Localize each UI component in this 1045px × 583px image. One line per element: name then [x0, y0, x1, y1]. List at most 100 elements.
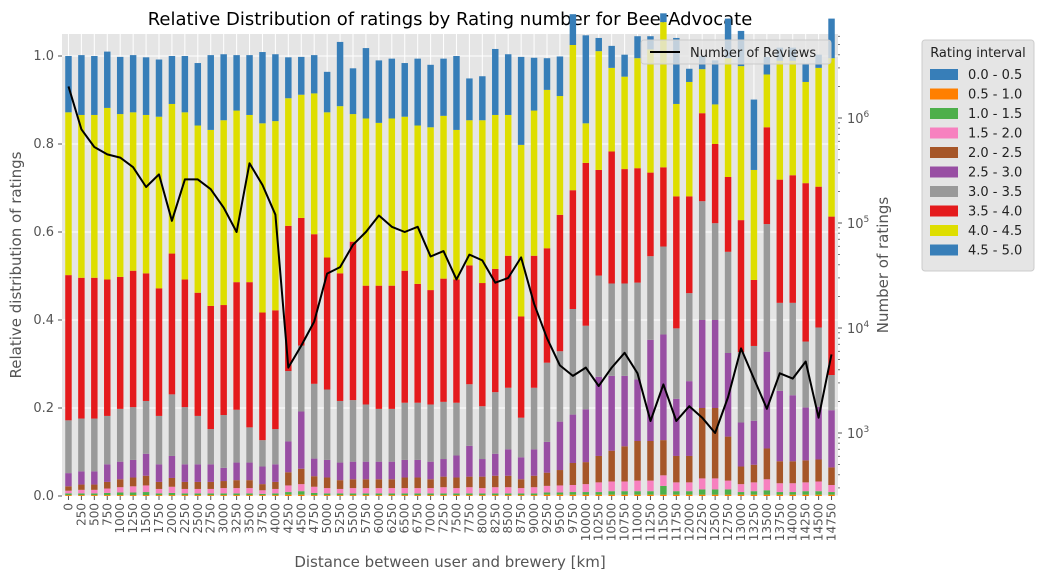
bar-segment: [660, 22, 667, 168]
bar-segment: [220, 495, 227, 496]
bar-segment: [78, 495, 85, 496]
bar-segment: [724, 480, 732, 490]
bar-segment: [142, 485, 150, 493]
bar-segment: [686, 68, 693, 82]
bar-segment: [711, 104, 719, 144]
bar-segment: [582, 162, 590, 326]
bar-segment: [116, 408, 124, 462]
bar-segment: [802, 183, 809, 342]
x-tick-label: 14500: [812, 503, 826, 541]
bar-segment: [142, 495, 150, 496]
bar-segment: [246, 488, 253, 494]
bar-segment: [116, 479, 124, 488]
bar-segment: [142, 453, 150, 476]
bar-segment: [310, 495, 318, 496]
bar-segment: [116, 495, 124, 496]
x-tick-label: 14750: [825, 503, 839, 541]
bar-segment: [698, 494, 706, 496]
bar-segment: [285, 485, 292, 493]
bar-segment: [828, 58, 835, 217]
bar-segment: [233, 409, 240, 463]
bar-segment: [582, 409, 590, 463]
x-tick-label: 5250: [333, 503, 347, 534]
bar-segment: [621, 446, 628, 482]
bar-segment: [686, 293, 693, 382]
bar-segment: [492, 114, 499, 269]
bar-segment: [388, 493, 396, 496]
bar-segment: [479, 495, 486, 496]
bar-segment: [336, 480, 344, 489]
bar-segment: [323, 477, 331, 489]
bar-segment: [698, 69, 706, 114]
bar-segment: [427, 495, 434, 496]
bar-segment: [789, 494, 796, 496]
bar-segment: [375, 461, 383, 480]
bar-segment: [802, 494, 809, 496]
bar-segment: [388, 285, 396, 409]
x-tick-label: 7250: [437, 503, 451, 534]
bar-segment: [698, 478, 706, 490]
bar-segment: [724, 177, 732, 252]
bar-segment: [802, 482, 809, 492]
bar-segment: [272, 481, 279, 489]
bar-segment: [569, 485, 577, 493]
bar-segment: [401, 493, 408, 496]
bar-segment: [660, 440, 667, 476]
bar-segment: [815, 459, 822, 482]
bar-segment: [802, 460, 809, 483]
bar-segment: [91, 484, 98, 490]
bar-segment: [285, 98, 292, 226]
bar-segment: [698, 201, 706, 320]
bar-segment: [724, 436, 732, 481]
bar-segment: [259, 466, 266, 485]
line-legend-label: Number of Reviews: [690, 46, 816, 61]
bar-segment: [504, 255, 512, 388]
bar-segment: [569, 190, 577, 309]
x-tick-label: 9250: [540, 503, 554, 534]
bar-segment: [272, 495, 279, 496]
bar-segment: [414, 493, 421, 496]
bar-segment: [737, 220, 745, 353]
bar-segment: [724, 18, 732, 59]
bar-segment: [116, 56, 124, 115]
bar-segment: [647, 172, 654, 257]
bar-segment: [285, 371, 292, 442]
bar-segment: [543, 494, 551, 496]
bar-segment: [349, 495, 357, 496]
bar-segment: [272, 429, 279, 465]
bar-segment: [517, 457, 525, 480]
bar-segment: [233, 110, 240, 283]
bar-segment: [181, 464, 189, 482]
bar-segment: [763, 494, 771, 496]
bar-segment: [737, 466, 745, 485]
bar-segment: [207, 495, 214, 496]
bar-segment: [556, 494, 564, 496]
bar-segment: [737, 422, 745, 467]
bar-segment: [776, 483, 784, 493]
bar-segment: [802, 64, 809, 82]
bar-segment: [711, 408, 719, 479]
x-tick-label: 13000: [734, 503, 748, 541]
bar-segment: [142, 475, 150, 486]
bar-segment: [233, 493, 240, 496]
bar-segment: [504, 449, 512, 476]
bar-segment: [129, 459, 137, 478]
bar-segment: [310, 234, 318, 384]
bar-segment: [155, 493, 163, 496]
bar-segment: [608, 283, 615, 376]
bar-segment: [711, 144, 719, 224]
x-tick-label: 2750: [204, 503, 218, 534]
bar-segment: [492, 268, 499, 393]
bar-segment: [686, 494, 693, 496]
x-tick-label: 1250: [126, 503, 140, 534]
bar-segment: [789, 60, 796, 176]
bar-segment: [155, 488, 163, 494]
bar-segment: [155, 464, 163, 482]
bar-segment: [207, 481, 214, 489]
bar-segment: [362, 479, 370, 489]
bar-segment: [427, 290, 434, 405]
bar-segment: [608, 494, 615, 496]
bar-segment: [440, 115, 447, 279]
bar-segment: [116, 492, 124, 496]
bar-segment: [453, 493, 460, 496]
